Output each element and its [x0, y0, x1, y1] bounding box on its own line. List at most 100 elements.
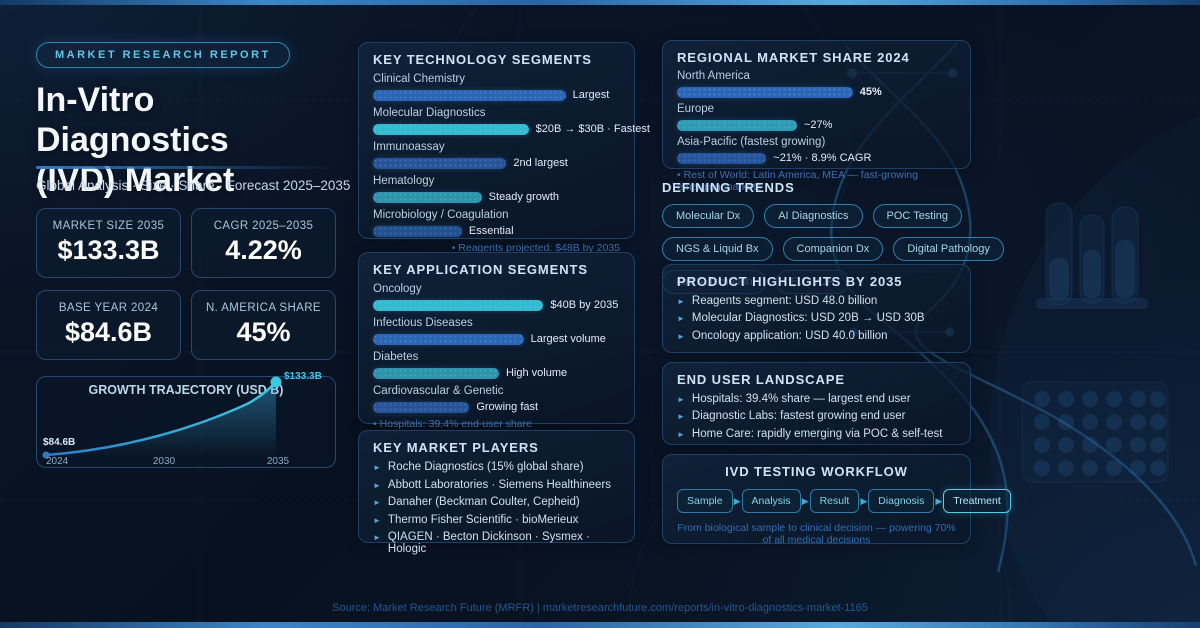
- segment-row: Immunoassay 2nd largest: [373, 141, 620, 169]
- segment-note: 2nd largest: [513, 157, 568, 169]
- triangle-bullet-icon: ►: [677, 314, 685, 323]
- list-item: ► Roche Diagnostics (15% global share): [373, 461, 620, 473]
- stat-label: N. AMERICA SHARE: [205, 302, 322, 314]
- end-point: [270, 376, 282, 388]
- segment-label: Oncology: [373, 283, 422, 295]
- segment-row: Clinical Chemistry Largest: [373, 73, 620, 101]
- triangle-bullet-icon: ►: [677, 429, 685, 439]
- segment-bar: [373, 191, 482, 203]
- segment-label: Hematology: [373, 175, 435, 187]
- stat-value: $84.6B: [64, 317, 153, 347]
- workflow-step-treatment: Treatment: [943, 489, 1011, 513]
- segment-label: Clinical Chemistry: [373, 73, 466, 85]
- workflow-step-result: Result: [809, 489, 860, 513]
- panel-heading: KEY TECHNOLOGY SEGMENTS: [373, 52, 592, 67]
- triangle-bullet-icon: ►: [677, 394, 685, 404]
- title-line-1: In-Vitro Diagnostics: [36, 81, 229, 159]
- segment-note: Largest: [572, 89, 610, 101]
- stat-card-na-share: N. AMERICA SHARE 45%: [191, 290, 336, 360]
- list-item: ► Abbott Laboratories · Siemens Healthine…: [373, 479, 620, 491]
- technology-segments-panel: KEY TECHNOLOGY SEGMENTS Clinical Chemist…: [358, 42, 650, 254]
- stat-label: MARKET SIZE 2035: [52, 220, 165, 232]
- segment-row: Infectious Diseases Largest volume: [373, 317, 620, 345]
- segment-label: Diabetes: [373, 351, 419, 363]
- subtitle: Global Analysis · Size · Share · Forecas…: [36, 178, 351, 193]
- segment-note: $40B by 2035: [550, 299, 619, 311]
- market-players-panel: KEY MARKET PLAYERS ► Roche Diagnostics (1…: [358, 430, 635, 555]
- segment-note: High volume: [505, 367, 568, 379]
- segment-label: Immunoassay: [373, 141, 445, 153]
- segment-row: Molecular Diagnostics $20B → $30B · Fast…: [373, 107, 650, 135]
- arrow-right-icon: ▶: [935, 495, 943, 506]
- page-title: In-Vitro Diagnostics (IVD) Market: [36, 80, 356, 200]
- segment-bar: [677, 152, 767, 164]
- report-badge: MARKET RESEARCH REPORT: [36, 42, 290, 68]
- list-item: ► Thermo Fisher Scientific · bioMerieux: [373, 514, 620, 526]
- segment-row: Microbiology / Coagulation Essential: [373, 209, 620, 237]
- workflow-panel: IVD TESTING WORKFLOW Sample ▶ Analysis ▶…: [662, 454, 1011, 546]
- segment-bar: [373, 89, 566, 101]
- panel-heading: REGIONAL MARKET SHARE 2024: [677, 50, 910, 65]
- segment-note: Essential: [468, 225, 514, 237]
- triangle-bullet-icon: ►: [373, 480, 381, 490]
- stat-value: $133.3B: [57, 235, 160, 265]
- endusers-list: ► Hospitals: 39.4% share — largest end us…: [677, 393, 956, 440]
- segment-row: Europe ~27%: [677, 103, 956, 131]
- segment-label: Infectious Diseases: [373, 317, 473, 329]
- application-segments-panel: KEY APPLICATION SEGMENTS Oncology $40B b…: [358, 252, 635, 430]
- trend-chip: Molecular Dx: [662, 204, 755, 228]
- workflow-step-analysis: Analysis: [741, 489, 801, 513]
- player-text: Abbott Laboratories · Siemens Healthinee…: [387, 478, 612, 491]
- player-text: Roche Diagnostics (15% global share): [387, 461, 584, 473]
- start-value-label: $84.6B: [43, 437, 75, 448]
- segment-bar: [373, 299, 544, 311]
- workflow-caption: From biological sample to clinical decis…: [677, 522, 956, 546]
- bottom-accent-bar: [0, 622, 1200, 628]
- triangle-bullet-icon: ►: [677, 331, 685, 341]
- workflow-step-sample: Sample: [677, 489, 733, 513]
- highlight-text: Oncology application: USD 40.0 billion: [691, 329, 888, 342]
- segment-bar: [373, 367, 499, 379]
- segment-note: 45%: [859, 86, 882, 98]
- segment-note: ~21% · 8.9% CAGR: [773, 152, 872, 164]
- x-tick-2024: 2024: [46, 456, 69, 467]
- start-point: [42, 451, 50, 459]
- trend-chip: Companion Dx: [782, 237, 884, 261]
- top-accent-bar: [0, 0, 1200, 5]
- microplate-icon: [1021, 381, 1169, 483]
- panel-footnote: • Rest of World: Latin America, MEA — fa…: [677, 169, 918, 193]
- workflow-steps: Sample ▶ Analysis ▶ Result ▶ Diagnosis ▶…: [677, 489, 1011, 513]
- segment-label: Molecular Diagnostics: [373, 107, 486, 119]
- trend-chip: Digital Pathology: [893, 237, 1004, 261]
- chart-title: GROWTH TRAJECTORY (USD B): [89, 383, 284, 397]
- segment-note: Steady growth: [488, 191, 559, 203]
- triangle-bullet-icon: ►: [373, 498, 381, 507]
- test-tubes-icon: [1036, 202, 1148, 309]
- arrow-right-icon: ▶: [860, 495, 868, 506]
- panel-heading: PRODUCT HIGHLIGHTS BY 2035: [677, 274, 903, 289]
- x-tick-2035: 2035: [267, 456, 290, 467]
- player-text: Thermo Fisher Scientific · bioMerieux: [387, 513, 579, 526]
- triangle-bullet-icon: ►: [373, 533, 381, 542]
- trend-line: [44, 380, 278, 457]
- segment-bar: [373, 157, 507, 169]
- list-item: ► Danaher (Beckman Coulter, Cepheid): [373, 496, 620, 508]
- stat-card-base-year: BASE YEAR 2024 $84.6B: [36, 290, 181, 360]
- product-highlights-panel: PRODUCT HIGHLIGHTS BY 2035 ► Reagents seg…: [662, 264, 971, 353]
- segment-bar: [677, 86, 853, 98]
- segment-bar: [373, 225, 462, 237]
- segment-bar: [373, 333, 524, 345]
- player-text: Danaher (Beckman Coulter, Cepheid): [387, 496, 580, 508]
- highlight-text: Reagents segment: USD 48.0 billion: [691, 294, 878, 307]
- segment-note: $20B → $30B · Fastest: [535, 123, 650, 135]
- segment-row: Diabetes High volume: [373, 351, 620, 379]
- panel-heading: KEY APPLICATION SEGMENTS: [373, 262, 588, 277]
- regional-share-panel: REGIONAL MARKET SHARE 2024 North America…: [662, 40, 971, 193]
- players-list: ► Roche Diagnostics (15% global share) ► A…: [373, 461, 620, 555]
- segment-row: North America 45%: [677, 70, 956, 98]
- list-item: ► Diagnostic Labs: fastest growing end us…: [677, 410, 956, 422]
- segment-label: Microbiology / Coagulation: [373, 209, 509, 221]
- segment-bar: [373, 401, 470, 413]
- list-item: ► QIAGEN · Becton Dickinson · Sysmex · Ho…: [373, 531, 620, 555]
